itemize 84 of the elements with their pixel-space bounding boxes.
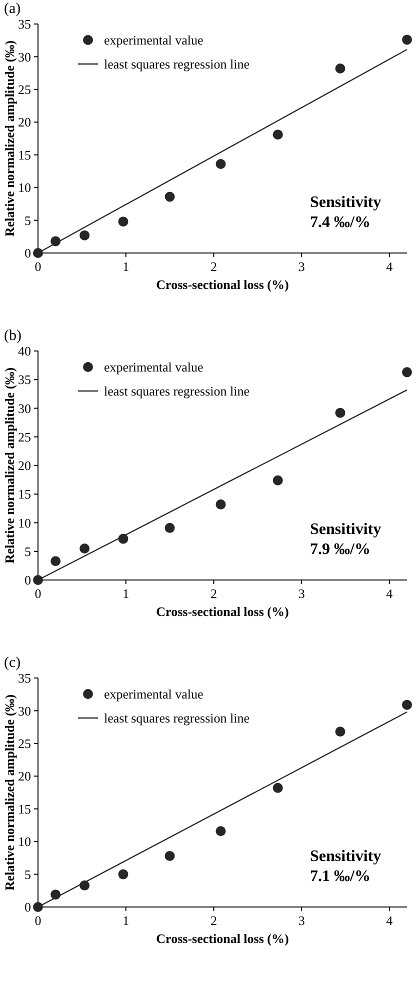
y-tick-label: 35 <box>18 372 31 388</box>
x-tick-label: 0 <box>34 586 42 601</box>
y-tick-label: 20 <box>18 458 31 474</box>
y-tick-label: 15 <box>18 801 31 816</box>
chart-title: (a) <box>4 1 21 17</box>
y-tick-label: 30 <box>18 400 31 416</box>
y-tick-label: 5 <box>24 212 31 228</box>
y-tick-label: 35 <box>18 16 31 32</box>
chart-title: (b) <box>4 328 22 344</box>
y-tick-label: 30 <box>18 49 31 64</box>
y-tick-label: 10 <box>18 515 31 530</box>
y-axis-title: Relative normalized amplitude (‰) <box>2 367 17 564</box>
y-tick-label: 15 <box>18 486 31 502</box>
point <box>335 726 346 737</box>
x-tick-label: 1 <box>122 913 130 928</box>
point <box>272 782 283 793</box>
legend-label: experimental value <box>104 360 204 375</box>
y-tick-label: 40 <box>18 344 31 359</box>
point <box>335 63 346 74</box>
x-tick-label: 3 <box>298 586 305 601</box>
legend-label: experimental value <box>104 686 204 702</box>
point <box>216 159 226 170</box>
point <box>335 408 346 418</box>
point <box>164 522 175 533</box>
x-tick-label: 1 <box>122 586 130 601</box>
y-tick-label: 20 <box>18 768 31 784</box>
x-axis-title: Cross-sectional loss (%) <box>156 931 289 946</box>
y-tick-label: 25 <box>18 736 31 751</box>
x-axis-title: Cross-sectional loss (%) <box>156 604 289 619</box>
point <box>33 575 43 585</box>
point <box>50 556 61 566</box>
y-tick-label: 30 <box>18 703 31 718</box>
x-tick-label: 2 <box>210 586 217 601</box>
y-tick-label: 10 <box>18 834 31 850</box>
legend-label: least squares regression line <box>104 56 250 72</box>
legend-label: least squares regression line <box>104 710 250 726</box>
legend-label: least squares regression line <box>104 384 250 399</box>
legend-label: experimental value <box>104 32 204 48</box>
y-tick-label: 25 <box>18 429 31 444</box>
annotation: 7.1 ‰/% <box>310 868 370 885</box>
annotation: 7.9 ‰/% <box>310 541 370 558</box>
point <box>216 826 226 836</box>
x-tick-label: 0 <box>34 259 42 274</box>
y-tick-label: 20 <box>18 114 31 130</box>
x-tick-label: 4 <box>386 586 394 601</box>
x-tick-label: 4 <box>386 259 394 274</box>
x-tick-label: 4 <box>386 913 394 928</box>
y-tick-label: 10 <box>18 180 31 196</box>
point <box>118 216 128 227</box>
y-tick-label: 35 <box>18 670 31 686</box>
point <box>164 850 175 861</box>
point <box>216 499 226 510</box>
annotation: Sensitivity <box>310 848 382 865</box>
point <box>164 192 175 202</box>
point <box>402 367 412 378</box>
x-tick-label: 2 <box>210 259 217 274</box>
y-tick-label: 0 <box>24 246 31 261</box>
y-tick-label: 0 <box>24 572 31 588</box>
chart-title: (c) <box>4 655 21 671</box>
annotation: 7.4 ‰/% <box>310 214 370 231</box>
x-tick-label: 3 <box>298 913 305 928</box>
y-tick-label: 0 <box>24 900 31 915</box>
y-tick-label: 15 <box>18 147 31 162</box>
y-axis-title: Relative normalized amplitude (‰) <box>2 40 17 237</box>
y-tick-label: 5 <box>24 866 31 882</box>
point <box>33 902 43 912</box>
x-tick-label: 0 <box>34 913 42 928</box>
y-axis-title: Relative normalized amplitude (‰) <box>2 694 17 891</box>
point <box>402 34 412 45</box>
x-axis-title: Cross-sectional loss (%) <box>156 277 289 292</box>
point <box>272 475 283 486</box>
y-tick-label: 25 <box>18 82 31 97</box>
x-tick-label: 1 <box>122 259 130 274</box>
point <box>402 700 412 710</box>
x-tick-label: 3 <box>298 259 305 274</box>
point <box>80 230 90 240</box>
annotation: Sensitivity <box>310 521 382 538</box>
point <box>272 130 283 140</box>
point <box>80 544 90 554</box>
annotation: Sensitivity <box>310 194 382 211</box>
point <box>33 248 43 258</box>
x-tick-label: 2 <box>210 913 217 928</box>
y-tick-label: 5 <box>24 544 31 559</box>
point <box>118 869 128 880</box>
